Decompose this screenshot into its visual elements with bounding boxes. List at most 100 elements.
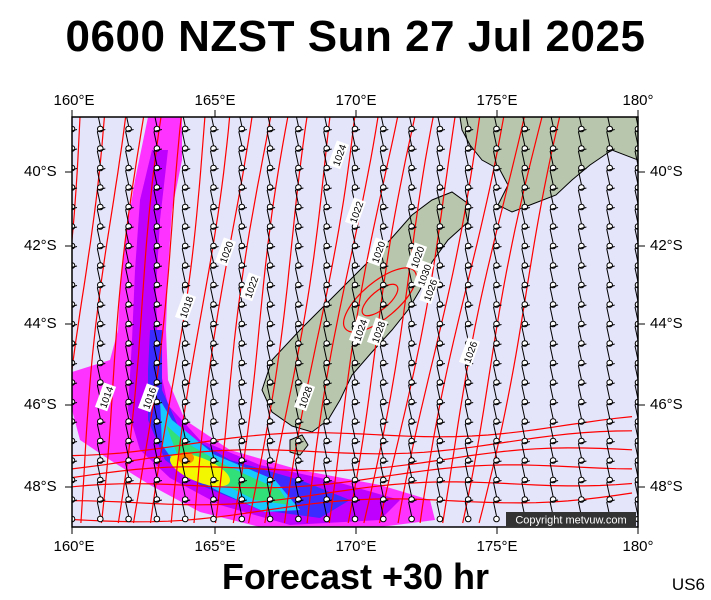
- wind-barb: [549, 343, 559, 367]
- barb-feather: [125, 499, 134, 503]
- barb-staff: [521, 267, 526, 283]
- isobar-line: [170, 117, 231, 524]
- barb-feather: [521, 460, 530, 464]
- barb-feather: [238, 441, 247, 444]
- barb-staff: [351, 482, 356, 497]
- barb-staff: [266, 306, 271, 322]
- barb-feather: [465, 499, 474, 503]
- barb-feather: [182, 499, 191, 503]
- barb-feather: [493, 324, 502, 327]
- barb-feather: [72, 187, 78, 190]
- barb-feather: [436, 324, 446, 327]
- barb-staff: [408, 423, 413, 439]
- barb-staff: [351, 150, 356, 166]
- barb-feather: [578, 168, 587, 171]
- barb-feather: [351, 148, 361, 152]
- barb-staff: [351, 248, 356, 263]
- wind-barb: [96, 441, 106, 464]
- barb-staff: [578, 117, 582, 127]
- barb-staff: [606, 384, 611, 400]
- barb-feather: [521, 246, 530, 249]
- barb-staff: [436, 131, 441, 146]
- barb-staff: [294, 228, 299, 244]
- wind-barb: [606, 460, 615, 484]
- station-circle: [266, 515, 274, 523]
- barb-staff: [408, 228, 413, 244]
- wind-barb: [379, 460, 389, 484]
- barb-feather: [380, 421, 389, 425]
- barb-staff: [408, 501, 413, 517]
- barb-feather: [323, 226, 332, 230]
- barb-staff: [238, 248, 243, 263]
- barb-feather: [634, 442, 638, 444]
- barb-staff: [521, 306, 526, 322]
- barb-feather: [295, 207, 304, 210]
- isobar-line: [419, 117, 505, 524]
- barb-staff: [210, 462, 214, 478]
- barb-feather: [125, 402, 134, 405]
- barb-feather: [295, 324, 304, 327]
- barb-feather: [125, 187, 134, 191]
- wind-barb: [351, 117, 359, 133]
- station-circle: [408, 515, 415, 523]
- station-circle: [181, 515, 189, 523]
- high-pressure-isobar: [343, 267, 417, 333]
- isobar-line: [72, 117, 105, 374]
- barb-staff: [493, 345, 497, 361]
- barb-staff: [153, 365, 158, 380]
- barb-staff: [181, 150, 186, 166]
- barb-staff: [436, 170, 441, 185]
- barb-staff: [266, 267, 271, 283]
- barb-staff: [181, 462, 186, 478]
- wind-barb: [294, 246, 304, 269]
- barb-feather: [635, 110, 643, 112]
- barb-staff: [323, 404, 328, 419]
- barb-feather: [72, 402, 78, 405]
- barb-feather: [97, 148, 106, 152]
- barb-feather: [493, 402, 502, 405]
- barb-staff: [323, 384, 328, 400]
- barb-staff: [294, 462, 299, 478]
- wind-barb: [210, 129, 219, 152]
- barb-feather: [323, 460, 332, 464]
- barb-staff: [606, 482, 611, 497]
- barb-staff: [181, 189, 186, 205]
- barb-feather: [408, 460, 417, 464]
- barb-feather: [521, 324, 530, 327]
- barb-feather: [408, 499, 417, 503]
- wind-barb: [493, 246, 502, 269]
- barb-feather: [97, 207, 106, 210]
- barb-feather: [408, 129, 417, 132]
- barb-staff: [238, 443, 243, 458]
- barb-staff: [521, 228, 526, 244]
- wind-barb: [210, 187, 219, 211]
- barb-staff: [96, 443, 101, 458]
- barb-feather: [380, 148, 389, 152]
- barb-staff: [521, 209, 526, 224]
- barb-feather: [408, 285, 417, 288]
- barb-feather: [125, 441, 134, 444]
- barb-staff: [606, 209, 611, 224]
- barb-feather: [238, 246, 247, 249]
- barb-feather: [408, 168, 417, 171]
- wind-barb: [96, 499, 106, 523]
- barb-staff: [493, 462, 497, 478]
- wind-barb: [577, 480, 587, 503]
- barb-feather: [72, 148, 78, 151]
- wind-barbs: [72, 110, 643, 523]
- barb-staff: [210, 365, 214, 380]
- wind-barb: [549, 402, 559, 425]
- barb-staff: [408, 131, 413, 146]
- wind-barb: [125, 382, 134, 406]
- barb-staff: [238, 482, 243, 497]
- barb-feather: [153, 499, 163, 503]
- barb-feather: [578, 304, 587, 308]
- wind-barb: [266, 285, 276, 308]
- barb-staff: [210, 501, 214, 517]
- isobar-label-box: [214, 237, 237, 267]
- barb-feather: [408, 402, 417, 405]
- barb-feather: [578, 480, 587, 483]
- barb-staff: [351, 287, 356, 302]
- barb-feather: [323, 363, 332, 366]
- isobar-line: [149, 117, 206, 524]
